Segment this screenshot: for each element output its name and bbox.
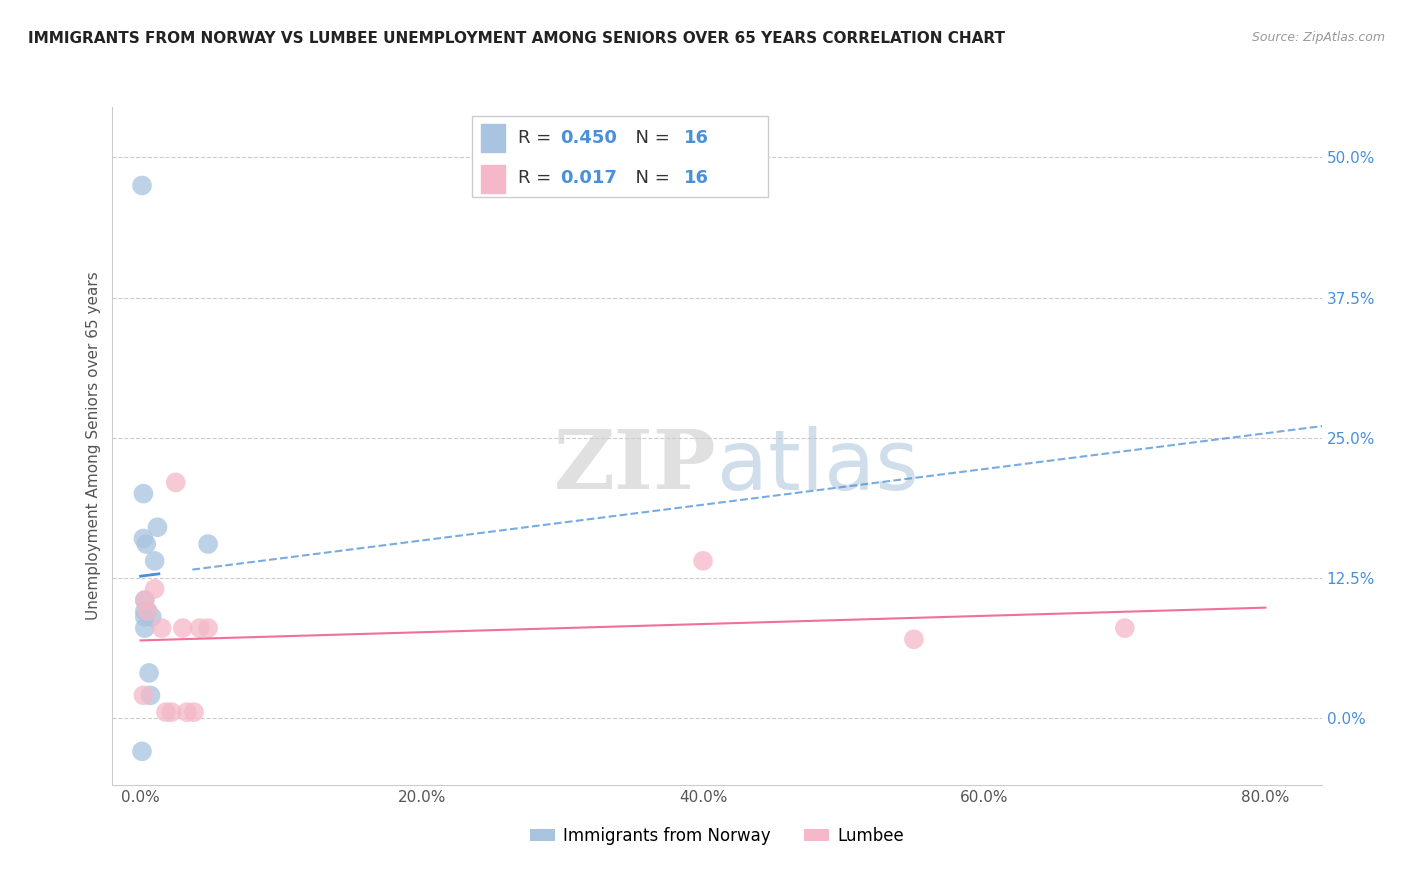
Text: ZIP: ZIP	[554, 426, 717, 507]
Legend: Immigrants from Norway, Lumbee: Immigrants from Norway, Lumbee	[523, 820, 911, 851]
Text: Source: ZipAtlas.com: Source: ZipAtlas.com	[1251, 31, 1385, 45]
Bar	[481, 124, 506, 153]
Point	[197, 621, 219, 635]
Point	[136, 604, 159, 618]
Text: N =: N =	[624, 169, 675, 187]
FancyBboxPatch shape	[471, 116, 768, 197]
Point	[692, 554, 714, 568]
Point	[134, 621, 156, 635]
Point	[131, 744, 153, 758]
Text: 0.450: 0.450	[560, 128, 617, 146]
Point	[134, 593, 156, 607]
Point	[903, 632, 925, 647]
Point	[132, 486, 155, 500]
Point	[139, 689, 162, 703]
Point	[143, 582, 166, 596]
Text: 0.017: 0.017	[560, 169, 617, 187]
Point	[132, 532, 155, 546]
Point	[176, 705, 198, 719]
Bar	[481, 165, 506, 194]
Point	[197, 537, 219, 551]
Text: atlas: atlas	[717, 425, 918, 507]
Point	[134, 593, 156, 607]
Point	[143, 554, 166, 568]
Point	[135, 537, 157, 551]
Point	[160, 705, 183, 719]
Point	[138, 665, 160, 680]
Point	[172, 621, 194, 635]
Text: IMMIGRANTS FROM NORWAY VS LUMBEE UNEMPLOYMENT AMONG SENIORS OVER 65 YEARS CORREL: IMMIGRANTS FROM NORWAY VS LUMBEE UNEMPLO…	[28, 31, 1005, 46]
Point	[141, 610, 163, 624]
Point	[134, 604, 156, 618]
Point	[136, 604, 159, 618]
Point	[134, 610, 156, 624]
Point	[132, 689, 155, 703]
Text: N =: N =	[624, 128, 675, 146]
Text: R =: R =	[517, 169, 557, 187]
Text: 16: 16	[685, 128, 710, 146]
Text: 16: 16	[685, 169, 710, 187]
Point	[150, 621, 173, 635]
Point	[183, 705, 205, 719]
Point	[131, 178, 153, 193]
Point	[146, 520, 169, 534]
Point	[165, 475, 187, 490]
Y-axis label: Unemployment Among Seniors over 65 years: Unemployment Among Seniors over 65 years	[86, 272, 101, 620]
Point	[1114, 621, 1136, 635]
Point	[155, 705, 177, 719]
Point	[188, 621, 211, 635]
Text: R =: R =	[517, 128, 557, 146]
